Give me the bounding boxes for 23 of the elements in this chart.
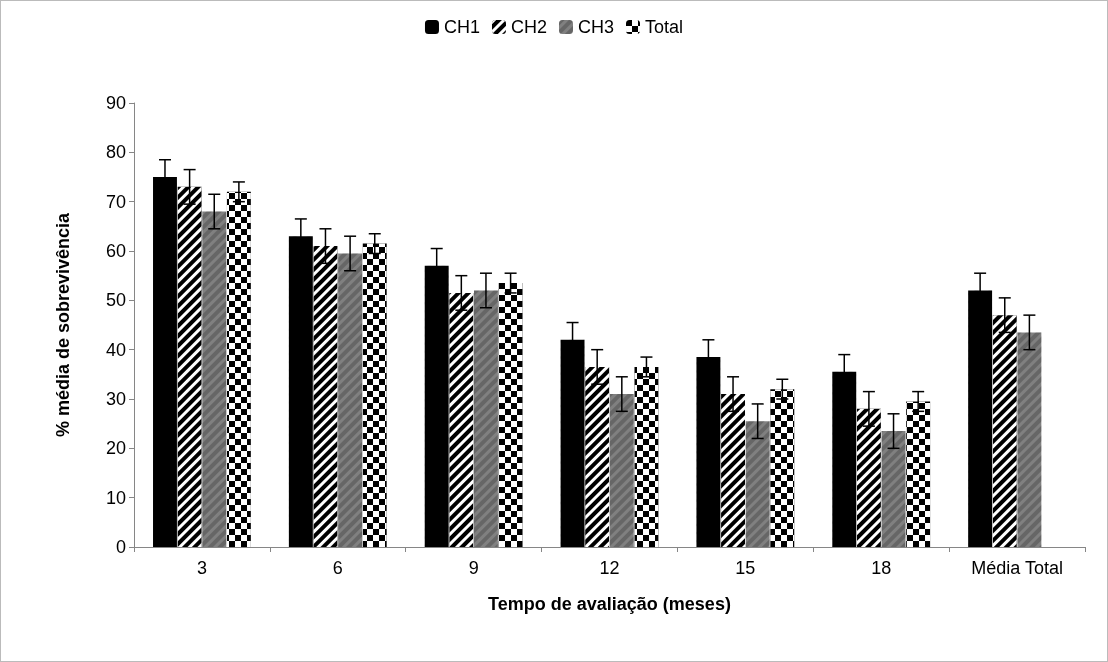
legend-label: CH2 <box>510 17 547 37</box>
y-tick-label: 50 <box>105 290 126 311</box>
y-axis-title: % média de sobrevivência <box>53 211 73 438</box>
x-tick-label: 3 <box>196 558 207 578</box>
y-tick-label: 60 <box>105 241 126 261</box>
x-tick-label: 15 <box>735 558 756 578</box>
x-tick-label: 9 <box>468 558 479 578</box>
y-tick-label: 90 <box>105 93 126 113</box>
y-tick-label: 30 <box>105 389 126 409</box>
legend-label: CH1 <box>443 17 480 37</box>
x-axis-title: Tempo de avaliação (meses) <box>488 594 731 614</box>
y-tick-label: 70 <box>105 191 126 212</box>
y-tick-label: 0 <box>115 537 126 557</box>
legend-label: Total <box>645 17 684 37</box>
x-tick-label: 12 <box>599 558 620 578</box>
y-tick-label: 10 <box>105 487 126 508</box>
x-tick-label: Média Total <box>971 558 1063 578</box>
y-tick-label: 20 <box>105 438 126 459</box>
legend-label: CH3 <box>577 17 615 37</box>
y-tick-label: 80 <box>105 142 126 163</box>
x-tick-label: 6 <box>332 558 343 578</box>
y-tick-label: 40 <box>105 339 126 360</box>
x-tick-label: 18 <box>871 558 892 578</box>
